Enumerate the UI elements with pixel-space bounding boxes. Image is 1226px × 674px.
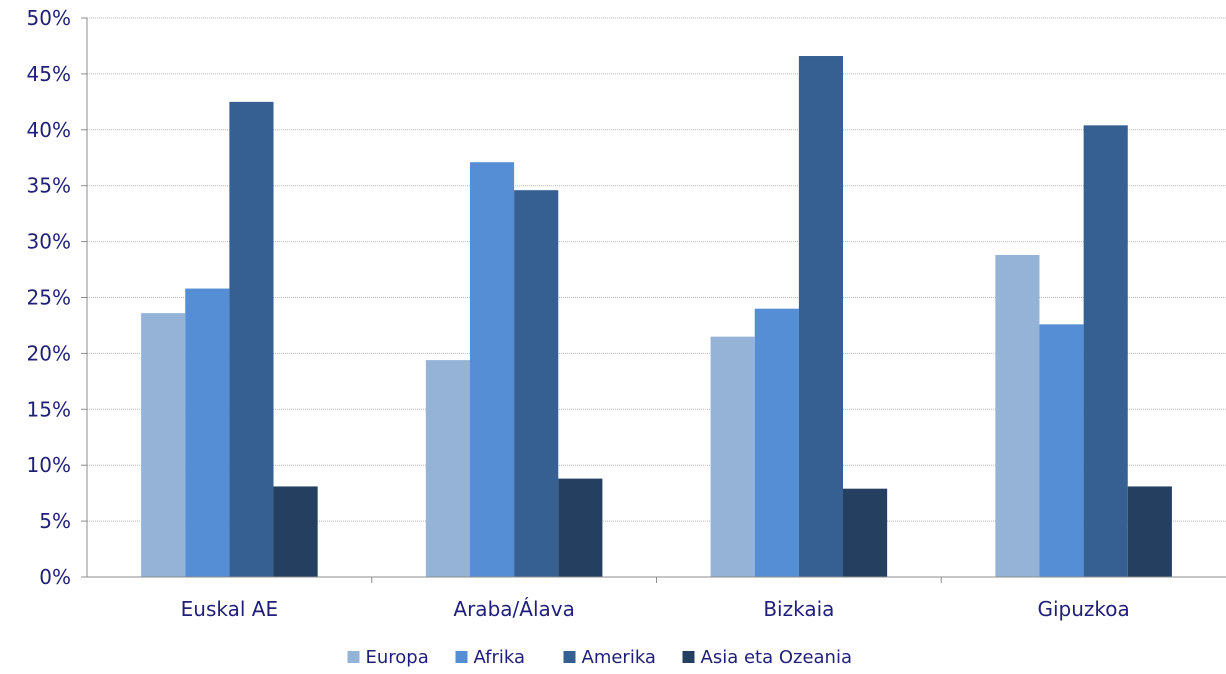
bar bbox=[995, 255, 1040, 578]
legend-swatch bbox=[347, 651, 360, 663]
x-tick-label: Bizkaia bbox=[763, 597, 834, 621]
bar bbox=[229, 101, 274, 577]
y-tick-label: 15% bbox=[27, 397, 71, 421]
x-tick-label: Araba/Álava bbox=[453, 597, 574, 621]
bar bbox=[514, 190, 559, 577]
axes bbox=[86, 18, 1226, 583]
legend-swatch bbox=[682, 651, 695, 663]
y-tick-label: 30% bbox=[27, 230, 71, 254]
category-labels: Euskal AE Araba/Álava Bizkaia Gipuzkoa bbox=[181, 597, 1130, 621]
y-tick-label: 0% bbox=[39, 565, 71, 589]
bars bbox=[141, 56, 1172, 578]
legend-label: Afrika bbox=[474, 647, 526, 668]
bar bbox=[185, 288, 230, 577]
legend-swatch bbox=[563, 651, 576, 663]
x-tick-label: Euskal AE bbox=[181, 597, 278, 621]
y-axis-ticks: 0% 5% 10% 15% 20% 25% 30% 35% 40% 45% 50% bbox=[27, 6, 87, 589]
y-tick-label: 40% bbox=[27, 118, 71, 142]
x-tick-label: Gipuzkoa bbox=[1037, 597, 1129, 621]
bar bbox=[425, 360, 470, 577]
y-tick-label: 50% bbox=[27, 6, 71, 30]
y-tick-label: 35% bbox=[27, 174, 71, 198]
bar bbox=[469, 162, 515, 578]
bar bbox=[798, 56, 844, 577]
legend-label: Amerika bbox=[582, 647, 656, 668]
y-tick-label: 25% bbox=[27, 286, 71, 310]
bar bbox=[1127, 486, 1172, 577]
legend-label: Europa bbox=[366, 647, 429, 668]
bar bbox=[754, 308, 799, 577]
bar bbox=[710, 336, 755, 577]
bar bbox=[1083, 125, 1128, 577]
bar bbox=[558, 478, 603, 577]
y-tick-label: 5% bbox=[39, 509, 71, 533]
y-tick-label: 45% bbox=[27, 62, 71, 86]
bar bbox=[141, 313, 186, 577]
legend-label: Asia eta Ozeania bbox=[701, 647, 853, 668]
y-tick-label: 20% bbox=[27, 341, 71, 365]
bar bbox=[1039, 324, 1084, 577]
legend: Europa Afrika Amerika Asia eta Ozeania bbox=[347, 647, 853, 668]
y-tick-label: 10% bbox=[27, 453, 71, 477]
bar bbox=[843, 488, 888, 577]
bar bbox=[273, 486, 318, 577]
legend-swatch bbox=[455, 651, 468, 663]
